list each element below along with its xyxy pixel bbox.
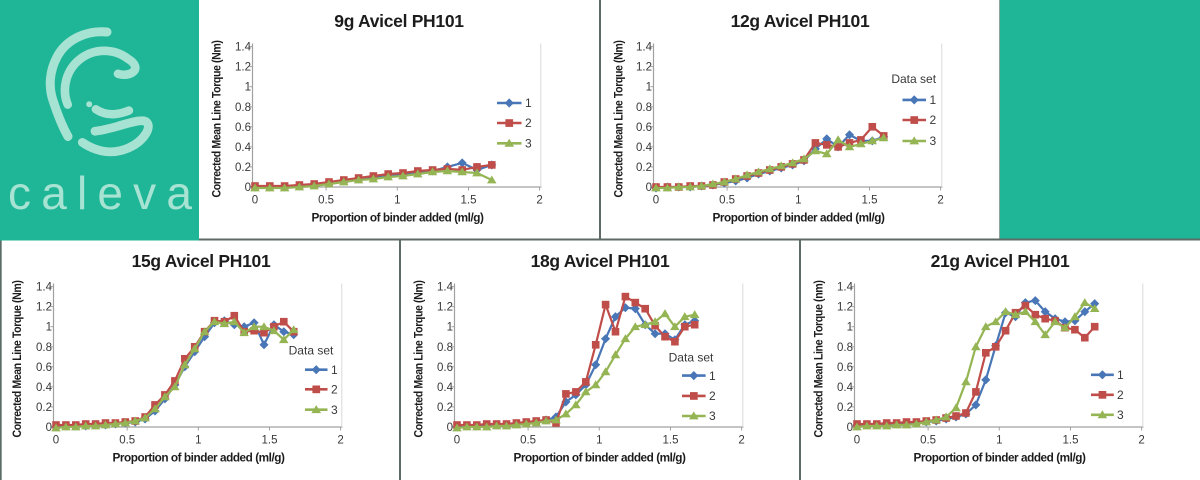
svg-text:0.6: 0.6 <box>36 362 52 374</box>
svg-text:1: 1 <box>930 93 937 107</box>
svg-text:0.6: 0.6 <box>837 362 853 374</box>
svg-text:3: 3 <box>709 409 716 423</box>
svg-text:2: 2 <box>1117 388 1124 402</box>
svg-text:0: 0 <box>653 195 659 207</box>
svg-text:15g Avicel PH101: 15g Avicel PH101 <box>132 251 271 271</box>
svg-text:1: 1 <box>847 322 853 334</box>
svg-text:3: 3 <box>331 403 338 417</box>
svg-text:2: 2 <box>930 113 937 127</box>
svg-text:0.5: 0.5 <box>920 435 936 447</box>
svg-text:1: 1 <box>447 322 453 334</box>
svg-text:1.4: 1.4 <box>36 282 53 294</box>
svg-text:0: 0 <box>646 182 652 194</box>
svg-text:0.2: 0.2 <box>36 402 52 414</box>
svg-text:2: 2 <box>738 435 744 447</box>
svg-text:1.2: 1.2 <box>36 302 52 314</box>
svg-text:Corrected Mean Line Torque (nm: Corrected Mean Line Torque (nm) <box>814 280 826 438</box>
svg-text:0.6: 0.6 <box>437 362 453 374</box>
svg-text:0.5: 0.5 <box>520 435 536 447</box>
svg-text:2: 2 <box>525 116 532 130</box>
svg-text:9g Avicel PH101: 9g Avicel PH101 <box>334 11 464 31</box>
svg-text:18g Avicel PH101: 18g Avicel PH101 <box>531 251 670 271</box>
svg-text:Corrected Mean Line Torque (Nm: Corrected Mean Line Torque (Nm) <box>414 280 426 438</box>
svg-text:2: 2 <box>536 195 542 207</box>
svg-text:0: 0 <box>847 422 853 434</box>
svg-text:Proportion of binder added (ml: Proportion of binder added (ml/g) <box>914 453 1087 465</box>
svg-text:0.2: 0.2 <box>437 402 453 414</box>
svg-text:0: 0 <box>46 422 52 434</box>
svg-text:1.2: 1.2 <box>837 302 853 314</box>
svg-text:12g Avicel PH101: 12g Avicel PH101 <box>731 11 870 31</box>
svg-text:1.5: 1.5 <box>262 435 278 447</box>
svg-text:1.2: 1.2 <box>437 302 453 314</box>
svg-text:0.8: 0.8 <box>36 342 52 354</box>
svg-text:0.8: 0.8 <box>235 102 251 114</box>
svg-text:1.2: 1.2 <box>235 62 251 74</box>
svg-text:caleva: caleva <box>8 167 202 219</box>
svg-text:3: 3 <box>525 137 532 151</box>
svg-text:1: 1 <box>795 195 801 207</box>
svg-text:0.4: 0.4 <box>837 382 854 394</box>
svg-text:Proportion of binder added (ml: Proportion of binder added (ml/g) <box>514 453 687 465</box>
svg-text:1.5: 1.5 <box>862 195 878 207</box>
svg-text:0.8: 0.8 <box>636 102 652 114</box>
svg-text:Proportion of binder added (ml: Proportion of binder added (ml/g) <box>713 213 886 225</box>
svg-text:1: 1 <box>394 195 400 207</box>
svg-text:0.2: 0.2 <box>636 162 652 174</box>
svg-text:0: 0 <box>53 435 59 447</box>
svg-text:0: 0 <box>245 182 251 194</box>
svg-text:2: 2 <box>337 435 343 447</box>
svg-text:0.2: 0.2 <box>235 162 251 174</box>
svg-text:2: 2 <box>1138 435 1144 447</box>
svg-text:0.6: 0.6 <box>235 122 251 134</box>
svg-text:0.4: 0.4 <box>36 382 53 394</box>
svg-text:1: 1 <box>996 435 1002 447</box>
svg-text:0.8: 0.8 <box>837 342 853 354</box>
svg-text:0.4: 0.4 <box>636 142 653 154</box>
svg-text:2: 2 <box>331 383 338 397</box>
svg-text:Data set: Data set <box>891 72 936 86</box>
svg-text:Data set: Data set <box>289 343 334 357</box>
svg-text:2: 2 <box>709 389 716 403</box>
svg-text:1: 1 <box>1117 368 1124 382</box>
svg-text:0.4: 0.4 <box>235 142 252 154</box>
svg-text:0: 0 <box>454 435 460 447</box>
svg-text:3: 3 <box>1117 408 1124 422</box>
svg-text:Data set: Data set <box>669 350 714 364</box>
svg-text:0.5: 0.5 <box>119 435 135 447</box>
svg-text:0.5: 0.5 <box>318 195 334 207</box>
svg-text:3: 3 <box>930 134 937 148</box>
svg-text:0: 0 <box>854 435 860 447</box>
svg-text:21g Avicel PH101: 21g Avicel PH101 <box>931 251 1070 271</box>
svg-text:2: 2 <box>937 195 943 207</box>
svg-text:1: 1 <box>646 82 652 94</box>
svg-text:1.4: 1.4 <box>235 42 252 54</box>
svg-text:1.5: 1.5 <box>1063 435 1079 447</box>
svg-text:0.4: 0.4 <box>437 382 454 394</box>
svg-text:0: 0 <box>447 422 453 434</box>
svg-text:0.2: 0.2 <box>837 402 853 414</box>
svg-text:0: 0 <box>252 195 258 207</box>
svg-text:Proportion of binder added (ml: Proportion of binder added (ml/g) <box>312 213 485 225</box>
svg-text:Corrected Mean Line Torque (Nm: Corrected Mean Line Torque (Nm) <box>614 40 626 198</box>
svg-text:Proportion of binder added (ml: Proportion of binder added (ml/g) <box>113 453 286 465</box>
svg-text:1.4: 1.4 <box>636 42 653 54</box>
svg-text:1.5: 1.5 <box>663 435 679 447</box>
svg-text:1: 1 <box>245 82 251 94</box>
svg-text:1.4: 1.4 <box>437 282 454 294</box>
svg-text:1: 1 <box>596 435 602 447</box>
svg-text:1: 1 <box>709 369 716 383</box>
svg-text:Corrected Mean Line Torque (Nm: Corrected Mean Line Torque (Nm) <box>12 280 24 438</box>
svg-text:1.4: 1.4 <box>837 282 854 294</box>
svg-text:0.5: 0.5 <box>719 195 735 207</box>
svg-text:0.6: 0.6 <box>636 122 652 134</box>
svg-text:0.8: 0.8 <box>437 342 453 354</box>
svg-text:1: 1 <box>195 435 201 447</box>
svg-text:Corrected Mean Line Torque (Nm: Corrected Mean Line Torque (Nm) <box>212 40 224 198</box>
svg-text:1.5: 1.5 <box>461 195 477 207</box>
svg-text:1: 1 <box>525 96 532 110</box>
svg-text:1.2: 1.2 <box>636 62 652 74</box>
svg-text:1: 1 <box>331 363 338 377</box>
svg-text:1: 1 <box>46 322 52 334</box>
